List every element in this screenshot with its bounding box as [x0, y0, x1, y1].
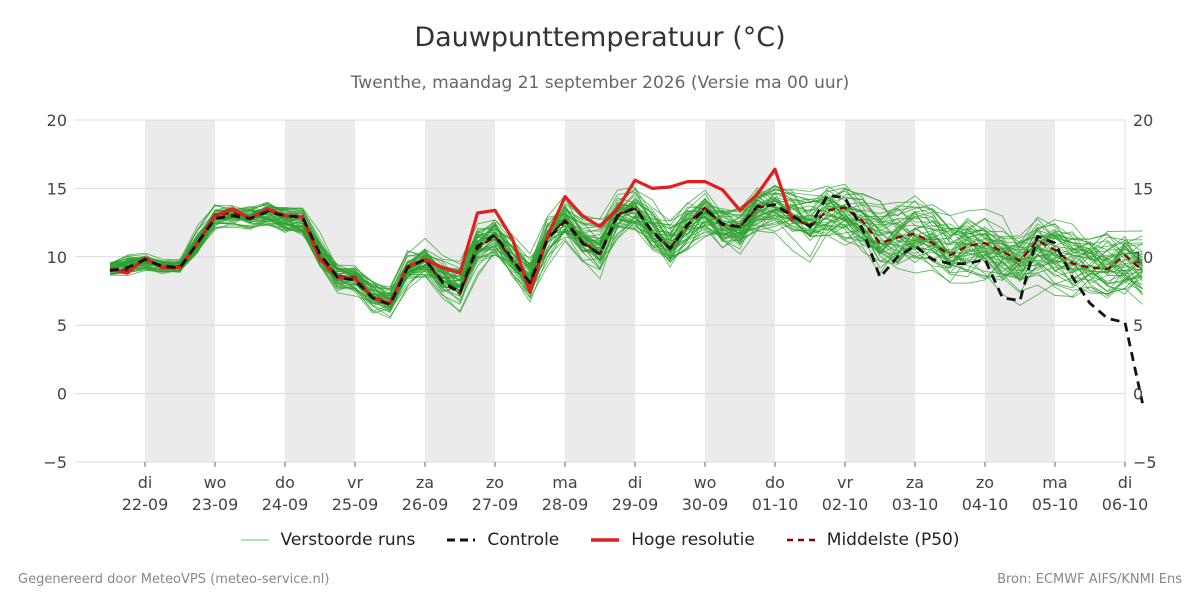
ensemble-member-line: [109, 189, 1143, 309]
chart-subtitle: Twenthe, maandag 21 september 2026 (Vers…: [350, 73, 850, 93]
x-tick-weekday: do: [275, 473, 295, 492]
y-tick-label-left: 20: [47, 111, 67, 130]
legend-control-swatch: [447, 538, 476, 542]
x-tick-weekday: di: [628, 473, 643, 492]
x-tick-weekday: di: [138, 473, 153, 492]
ensemble-member-line: [109, 186, 1143, 303]
x-tick-date: 22-09: [122, 495, 169, 514]
shade-band-4: [705, 120, 775, 462]
y-tick-label-left: 0: [57, 385, 67, 404]
ensemble-member-line: [109, 185, 1143, 312]
x-tick-weekday: zo: [486, 473, 504, 492]
x-tick-weekday: zo: [976, 473, 994, 492]
legend-median-swatch: [786, 538, 815, 542]
y-axis-right: −5 0 5 10 15 20: [1133, 111, 1157, 472]
x-tick-weekday: wo: [694, 473, 717, 492]
x-tick-weekday: vr: [347, 473, 363, 492]
shade-band-1: [285, 120, 355, 462]
y-tick-label-right: −5: [1133, 453, 1157, 472]
x-tick-weekday: za: [416, 473, 434, 492]
x-tick-date: 02-10: [822, 495, 869, 514]
y-tick-label-left: 10: [47, 248, 67, 267]
y-tick-label-right: 5: [1133, 316, 1143, 335]
x-tick-weekday: ma: [552, 473, 577, 492]
legend-median-label: Middelste (P50): [826, 530, 960, 550]
x-tick-date: 28-09: [542, 495, 589, 514]
legend-item-control: Controle: [447, 530, 559, 550]
legend-item-hires: Hoge resolutie: [591, 530, 755, 550]
x-tick-weekday: do: [765, 473, 785, 492]
y-axis-left: −5 0 5 10 15 20: [43, 111, 67, 472]
y-tick-label-right: 10: [1133, 248, 1153, 267]
weekend-shading: [145, 120, 1055, 462]
footer-generator: Gegenereerd door MeteoVPS (meteo-service…: [18, 572, 330, 587]
y-tick-label-left: 15: [47, 179, 67, 198]
legend-item-median: Middelste (P50): [786, 530, 960, 550]
x-tick-date: 25-09: [332, 495, 379, 514]
x-tick-date: 03-10: [892, 495, 939, 514]
x-tick-date: 24-09: [262, 495, 309, 514]
legend-hires-swatch: [591, 538, 620, 542]
x-tick-weekday: vr: [837, 473, 853, 492]
x-tick-date: 27-09: [472, 495, 519, 514]
x-tick-weekday: di: [1118, 473, 1133, 492]
ensemble-member-line: [109, 204, 1143, 305]
x-tick-weekday: za: [906, 473, 924, 492]
x-tick-date: 01-10: [752, 495, 799, 514]
y-tick-label-left: −5: [43, 453, 67, 472]
x-tick-weekday: ma: [1042, 473, 1067, 492]
ensemble-member-line: [109, 192, 1143, 311]
chart-title: Dauwpunttemperatuur (°C): [414, 22, 786, 53]
y-tick-label-right: 15: [1133, 179, 1153, 198]
ensemble-member-line: [109, 211, 1143, 300]
x-axis: di 22-09 wo 23-09 do 24-09 vr 25-09 za 26-09 zo 27-…: [122, 462, 1149, 514]
legend: Verstoorde runs Controle Hoge resolutie …: [0, 530, 1200, 550]
legend-control-label: Controle: [487, 530, 560, 550]
y-tick-label-right: 0: [1133, 385, 1143, 404]
x-tick-date: 29-09: [612, 495, 659, 514]
ensemble-member-line: [109, 189, 1143, 293]
x-tick-date: 05-10: [1032, 495, 1079, 514]
legend-hires-label: Hoge resolutie: [631, 530, 755, 550]
shade-band-3: [565, 120, 635, 462]
x-tick-weekday: wo: [204, 473, 227, 492]
y-tick-label-right: 20: [1133, 111, 1153, 130]
series-line-hoge-resolutie: [109, 167, 795, 305]
x-tick-date: 06-10: [1102, 495, 1149, 514]
legend-item-ensemble: Verstoorde runs: [240, 530, 416, 550]
ensemble-member-line: [109, 199, 1143, 304]
x-tick-date: 23-09: [192, 495, 239, 514]
legend-ensemble-label: Verstoorde runs: [280, 530, 416, 550]
shade-band-5: [845, 120, 915, 462]
gridlines: [75, 119, 1126, 463]
x-tick-date: 26-09: [402, 495, 449, 514]
series-lines: [109, 167, 1144, 404]
x-tick-date: 04-10: [962, 495, 1009, 514]
ensemble-member-line: [109, 192, 1143, 296]
series-line-controle: [109, 193, 1144, 404]
footer-source: Bron: ECMWF AIFS/KNMI Ens: [997, 572, 1182, 587]
y-tick-label-left: 5: [57, 316, 67, 335]
shade-band-0: [145, 120, 215, 462]
x-tick-date: 30-09: [682, 495, 729, 514]
legend-ensemble-swatch: [240, 539, 269, 541]
